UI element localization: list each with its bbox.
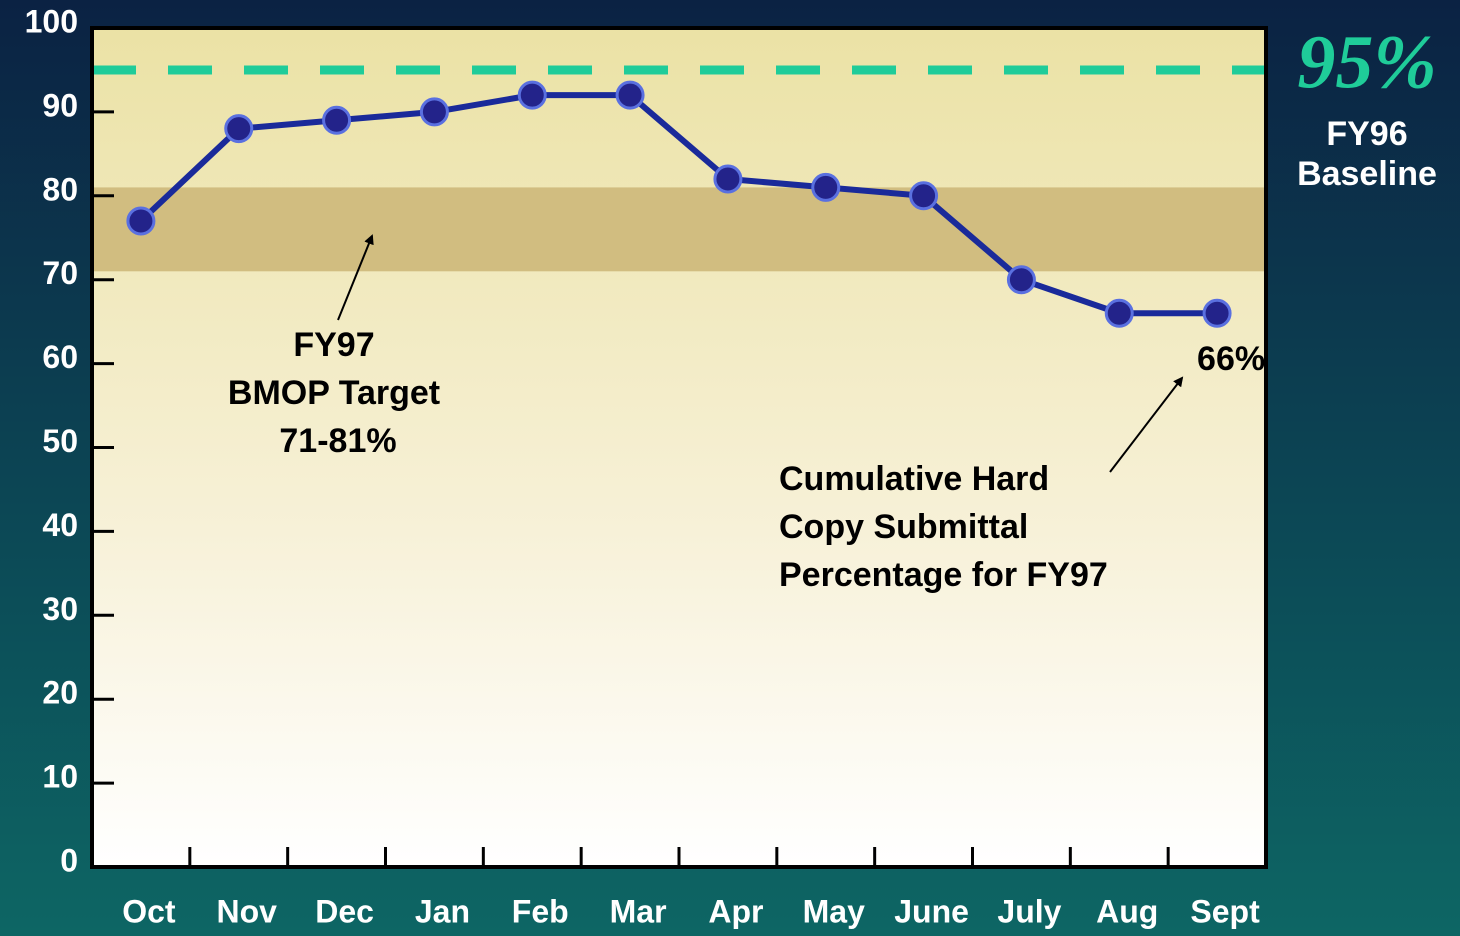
x-tick-label: Feb [512,893,569,929]
x-tick-label: Mar [610,893,667,929]
y-tick-label: 60 [42,339,78,375]
target-label: FY97 [293,326,374,364]
target-arrow [337,234,374,321]
x-tick-label: July [997,893,1061,929]
data-point [224,114,254,144]
x-tick-label: Dec [315,893,374,929]
x-tick-label: May [803,893,865,929]
baseline-caption: FY96 [1326,115,1407,153]
y-tick-label: 40 [42,507,78,543]
y-tick-label: 20 [42,675,78,711]
data-point [1104,298,1134,328]
series-annotation: Percentage for FY97 [779,556,1108,594]
data-point [126,206,156,236]
data-point [811,172,841,202]
series-annotation: Cumulative Hard [779,460,1049,498]
x-tick-label: Jan [415,893,470,929]
x-tick-label: Apr [708,893,763,929]
series-annotation: Copy Submittal [779,508,1028,546]
data-point [1006,265,1036,295]
data-point [517,80,547,110]
series-arrow [1109,376,1184,473]
y-tick-label: 50 [42,423,78,459]
series-line [138,92,1218,317]
x-tick-label: June [894,893,969,929]
plot-area [92,28,1266,867]
y-tick-label: 70 [42,255,78,291]
y-tick-label: 80 [42,171,78,207]
y-tick-label: 90 [42,87,78,123]
x-tick-label: Aug [1096,893,1158,929]
data-point [615,80,645,110]
data-point [322,105,352,135]
baseline-caption: Baseline [1297,155,1437,193]
target-band [92,187,1266,272]
data-point [419,97,449,127]
y-tick-label: 30 [42,591,78,627]
target-label: BMOP Target [228,374,440,412]
data-label: 66% [1197,340,1265,378]
x-tick-label: Oct [122,893,176,929]
y-tick-label: 10 [42,759,78,795]
data-point [909,181,939,211]
baseline-label: 95% [1297,20,1436,104]
y-tick-label: 0 [60,842,78,878]
data-point [713,164,743,194]
target-label: 71-81% [279,422,396,460]
x-tick-label: Sept [1190,893,1260,929]
data-point [1202,298,1232,328]
y-tick-label: 100 [25,3,78,39]
x-tick-label: Nov [217,893,278,929]
